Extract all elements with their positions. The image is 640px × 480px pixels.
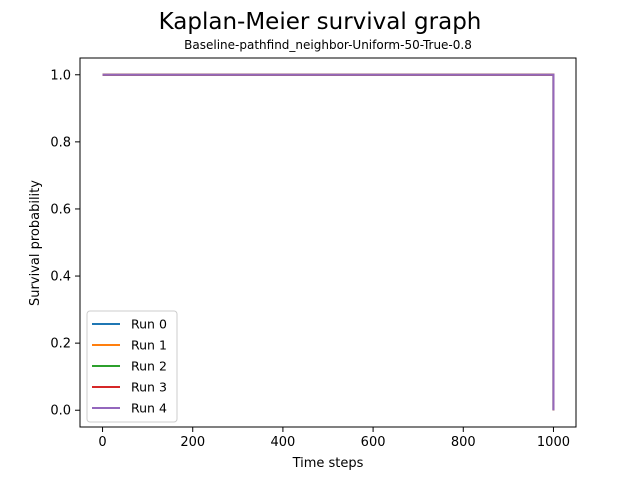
y-tick-label: 1.0	[50, 68, 71, 83]
y-tick-label: 0.4	[50, 270, 71, 285]
y-tick-label: 0.0	[50, 404, 71, 419]
chart-subtitle: Baseline-pathfind_neighbor-Uniform-50-Tr…	[184, 38, 472, 52]
legend-label-run-4: Run 4	[131, 401, 167, 416]
series-line-run-4	[102, 73, 555, 411]
legend: Run 0 Run 1 Run 2 Run 3 Run 4	[86, 310, 178, 423]
y-tick-label: 0.6	[50, 202, 71, 217]
chart-title: Kaplan-Meier survival graph	[159, 9, 482, 35]
x-tick-label: 400	[270, 435, 295, 450]
y-axis: 0.0 0.2 0.4 0.6 0.8 1.0	[50, 68, 80, 419]
y-axis-label: Survival probability	[28, 180, 43, 306]
x-tick-label: 600	[361, 435, 386, 450]
x-axis-label: Time steps	[292, 456, 364, 471]
legend-box	[86, 310, 178, 423]
legend-label-run-0: Run 0	[131, 317, 167, 332]
x-tick-label: 200	[180, 435, 205, 450]
x-tick-label: 800	[451, 435, 476, 450]
series-layer	[102, 73, 555, 411]
plot-frame	[79, 57, 577, 428]
y-tick-label: 0.8	[50, 135, 71, 150]
y-tick-label: 0.2	[50, 337, 71, 352]
legend-label-run-2: Run 2	[131, 359, 167, 374]
x-tick-label: 1000	[537, 435, 570, 450]
legend-label-run-3: Run 3	[131, 380, 167, 395]
x-axis: 0 200 400 600 800 1000	[98, 427, 570, 450]
x-tick-label: 0	[98, 435, 106, 450]
legend-label-run-1: Run 1	[131, 338, 167, 353]
